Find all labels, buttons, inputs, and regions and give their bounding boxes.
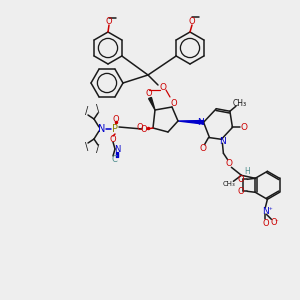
Text: O: O — [238, 175, 244, 184]
Text: O: O — [241, 123, 248, 132]
Text: N: N — [219, 137, 226, 146]
Text: O: O — [171, 100, 177, 109]
Polygon shape — [148, 98, 155, 110]
Text: P: P — [112, 124, 118, 134]
Text: O: O — [137, 124, 143, 133]
Text: /: / — [96, 144, 100, 154]
Text: CH₃: CH₃ — [233, 99, 247, 108]
Polygon shape — [178, 121, 204, 124]
Text: O: O — [238, 187, 244, 196]
Text: O: O — [110, 134, 116, 143]
Text: O: O — [262, 219, 269, 228]
Text: O: O — [270, 218, 277, 227]
Text: ⁻: ⁻ — [274, 219, 278, 225]
Text: \: \ — [85, 142, 88, 152]
Text: H: H — [244, 167, 250, 176]
Text: O: O — [146, 88, 152, 98]
Text: O: O — [113, 115, 119, 124]
Text: ⁺: ⁺ — [268, 208, 272, 214]
Text: O: O — [226, 159, 233, 168]
Text: N: N — [98, 124, 106, 134]
Text: N: N — [262, 207, 269, 216]
Text: CH₃: CH₃ — [223, 181, 236, 187]
Text: \: \ — [96, 104, 100, 114]
Text: C: C — [111, 154, 117, 164]
Text: O: O — [200, 144, 207, 153]
Text: O: O — [160, 82, 167, 91]
Text: /: / — [85, 106, 88, 116]
Text: N: N — [114, 145, 120, 154]
Text: O: O — [106, 16, 112, 26]
Text: O: O — [189, 16, 195, 26]
Text: O: O — [141, 124, 147, 134]
Text: N: N — [197, 118, 204, 127]
